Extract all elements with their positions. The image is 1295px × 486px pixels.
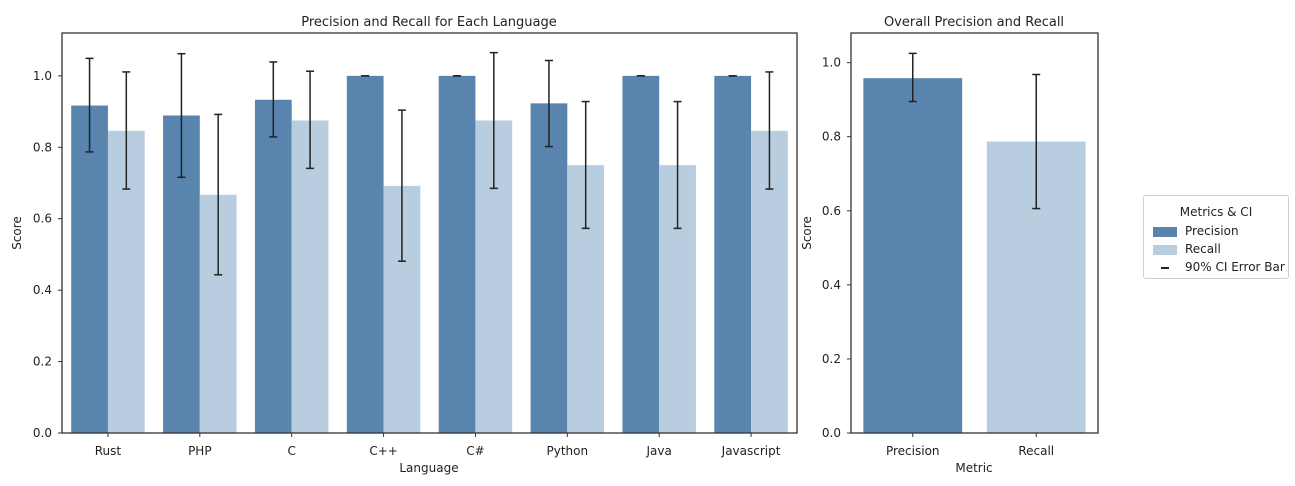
overall-chart-y-tick-label: 0.8 — [822, 130, 841, 144]
x-tick-label-java: Java — [646, 444, 672, 458]
overall-chart-title: Overall Precision and Recall — [884, 15, 1064, 30]
recall-bar-c — [291, 120, 329, 433]
precision-bar-csharp — [438, 75, 476, 433]
overall-chart-y-tick-label: 1.0 — [822, 56, 841, 70]
overall-chart-y-tick-label: 0.0 — [822, 426, 841, 440]
precision-bar-cplusplus — [346, 75, 384, 433]
x-tick-label-cplusplus: C++ — [369, 444, 398, 458]
legend-label-recall: Recall — [1185, 242, 1221, 256]
language-chart-xlabel: Language — [399, 461, 458, 475]
precision-bar-java — [622, 75, 660, 433]
language-chart-y-tick-label: 0.4 — [33, 283, 52, 297]
legend-label-precision: Precision — [1185, 224, 1239, 238]
language-chart-y-tick-label: 0.6 — [33, 212, 52, 226]
x-tick-label-c: C — [287, 444, 295, 458]
overall-chart-panel: Overall Precision and Recall Metric Scor… — [800, 15, 1099, 475]
overall-chart-marks: 0.0 0.2 0.4 0.6 0.8 1.0 Precision Recall — [822, 52, 1086, 458]
x-tick-label-javascript: Javascript — [721, 444, 781, 458]
x-tick-label-python: Python — [547, 444, 589, 458]
language-chart-marks: 0.0 0.2 0.4 0.6 0.8 1.0 Rust PHP C C++ C# Python Jav… — [33, 51, 788, 458]
language-chart-panel: Precision and Recall for Each Language L… — [10, 15, 798, 475]
overall-chart-ylabel: Score — [800, 216, 814, 250]
overall-x-tick-label-precision: Precision — [886, 444, 940, 458]
x-tick-label-php: PHP — [188, 444, 212, 458]
overall-chart-frame — [850, 32, 1099, 434]
legend: Metrics & CI Precision Recall 90% CI Err… — [1143, 195, 1289, 279]
legend-item-error-bar: 90% CI Error Bar — [1153, 260, 1285, 275]
language-chart-y-tick-label: 0.0 — [33, 426, 52, 440]
legend-swatch-recall — [1153, 244, 1177, 255]
language-chart-ylabel: Score — [10, 216, 24, 250]
x-tick-label-csharp: C# — [466, 444, 484, 458]
overall-chart-y-tick-label: 0.2 — [822, 352, 841, 366]
language-chart-title: Precision and Recall for Each Language — [301, 15, 557, 30]
legend-swatch-precision — [1153, 226, 1177, 237]
precision-bar-javascript — [714, 75, 752, 433]
precision-bar-rust — [71, 105, 108, 433]
legend-item-recall: Recall — [1153, 242, 1221, 257]
language-chart-y-tick-label: 1.0 — [33, 69, 52, 83]
x-tick-label-rust: Rust — [95, 444, 122, 458]
overall-chart-xlabel: Metric — [955, 461, 992, 475]
overall-chart-y-tick-label: 0.4 — [822, 278, 841, 292]
overall-chart-y-tick-label: 0.6 — [822, 204, 841, 218]
overall-x-tick-label-recall: Recall — [1018, 444, 1054, 458]
legend-label-error-bar: 90% CI Error Bar — [1185, 260, 1285, 274]
precision-bar-c — [254, 99, 292, 434]
legend-title: Metrics & CI — [1179, 205, 1253, 219]
legend-error-bar-icon — [1153, 263, 1177, 273]
overall-bar-precision — [863, 78, 963, 434]
precision-bar-python — [530, 103, 568, 433]
language-chart-y-tick-label: 0.2 — [33, 355, 52, 369]
language-chart-frame — [61, 32, 798, 434]
legend-item-precision: Precision — [1153, 224, 1239, 239]
language-chart-y-tick-label: 0.8 — [33, 140, 52, 154]
